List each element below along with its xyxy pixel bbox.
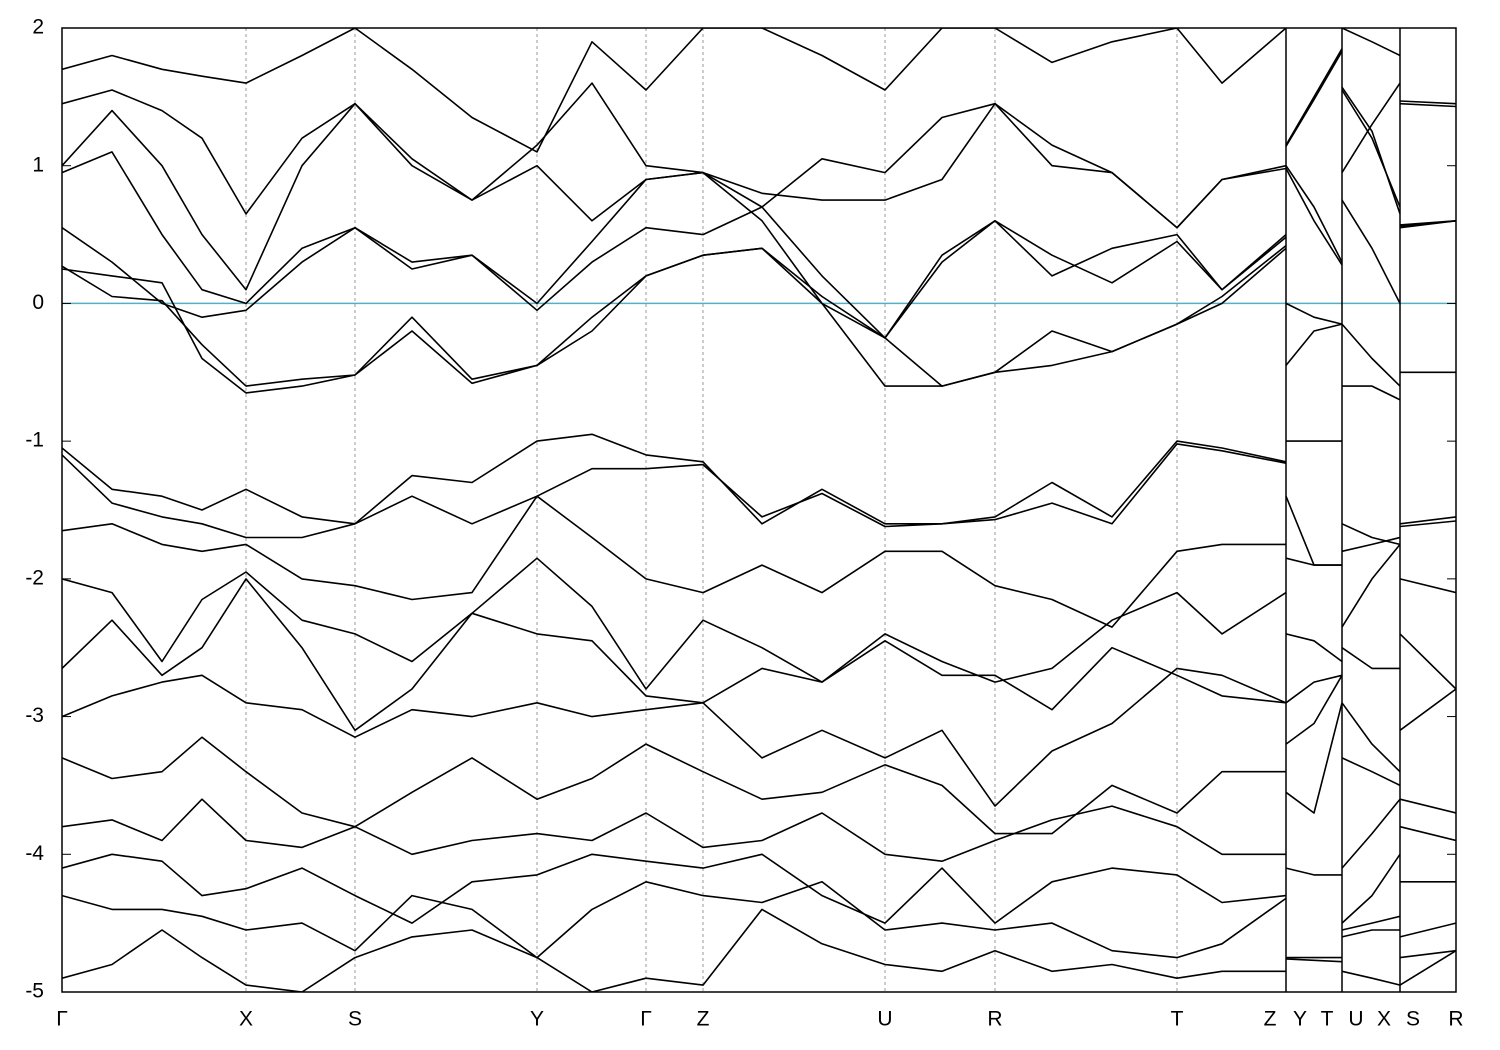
band bbox=[62, 495, 1456, 628]
band bbox=[62, 50, 1456, 291]
y-tick-label: 1 bbox=[32, 153, 44, 176]
x-tick-label: U bbox=[1348, 1008, 1363, 1031]
plot-frame bbox=[61, 27, 1457, 993]
x-tick-label: T bbox=[1171, 1008, 1184, 1031]
x-tick-label: S bbox=[348, 1008, 362, 1031]
x-tick-label: Γ bbox=[56, 1008, 68, 1031]
band bbox=[62, 667, 1456, 814]
x-tick-label: U bbox=[877, 1008, 892, 1031]
y-tick-label: -2 bbox=[25, 566, 44, 589]
x-tick-label: S bbox=[1406, 1008, 1420, 1031]
x-tick-label: Y bbox=[1293, 1008, 1307, 1031]
band bbox=[62, 908, 1456, 992]
y-tick-label: -1 bbox=[25, 429, 44, 452]
grid bbox=[62, 28, 1456, 992]
band bbox=[62, 28, 1401, 153]
band bbox=[62, 557, 1456, 690]
axes: 210-1-2-3-4-5Γ X S Y Γ Z U R T Z Y T U X S R bbox=[25, 16, 1463, 1031]
x-tick-label: X bbox=[1377, 1008, 1391, 1031]
band bbox=[62, 102, 1456, 339]
band bbox=[62, 220, 1456, 394]
band bbox=[62, 578, 1456, 773]
y-tick-label: 2 bbox=[32, 16, 44, 39]
band bbox=[62, 853, 1456, 959]
y-tick-label: 0 bbox=[32, 291, 44, 314]
y-tick-label: -5 bbox=[25, 980, 44, 1003]
x-tick-label: Γ bbox=[640, 1008, 652, 1031]
band bbox=[62, 433, 1456, 546]
x-tick-label: T bbox=[1321, 1008, 1334, 1031]
x-tick-label: Z bbox=[1264, 1008, 1277, 1031]
band bbox=[62, 702, 1456, 869]
band bbox=[62, 881, 1456, 986]
x-tick-label: R bbox=[1448, 1008, 1463, 1031]
bands bbox=[62, 28, 1456, 992]
x-tick-label: X bbox=[239, 1008, 253, 1031]
x-tick-label: R bbox=[987, 1008, 1002, 1031]
x-tick-label: Z bbox=[697, 1008, 710, 1031]
y-tick-label: -3 bbox=[25, 704, 44, 727]
x-tick-label: Y bbox=[530, 1008, 544, 1031]
y-tick-label: -4 bbox=[25, 842, 44, 865]
band bbox=[62, 82, 1456, 263]
band bbox=[62, 798, 1456, 924]
